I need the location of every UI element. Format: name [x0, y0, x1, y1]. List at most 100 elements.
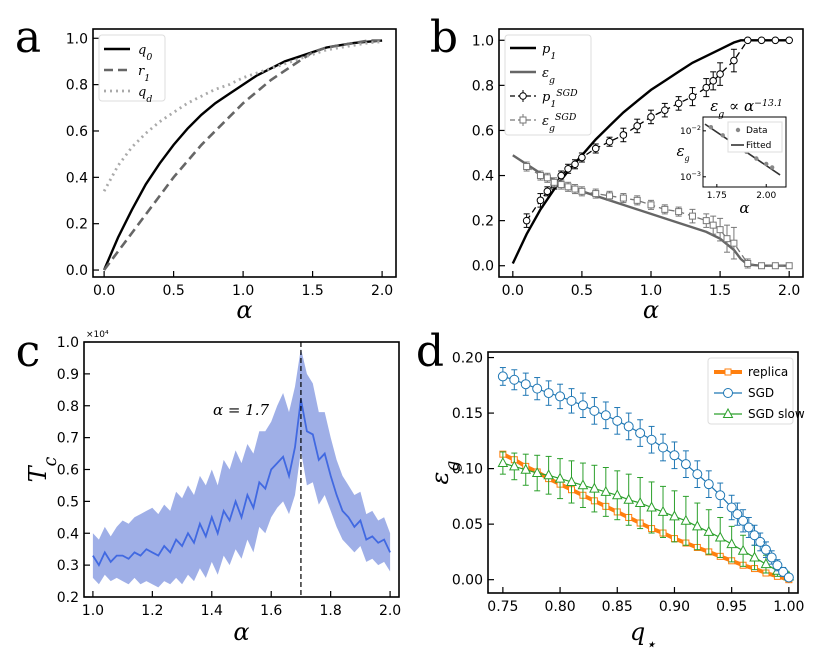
panel-c-mean-line: [92, 399, 391, 567]
panel-b-point: [543, 174, 551, 182]
panel-b-point: [730, 56, 738, 65]
panel-d-point: [589, 482, 600, 493]
panel-c-xlabel: α: [233, 618, 249, 646]
panel-b-inset-xlabel: α: [739, 199, 749, 217]
panel-a-ytick-label: 0.4: [66, 170, 88, 186]
panel-c-xtick-label: 1.6: [260, 603, 282, 619]
panel-d-point: [703, 525, 715, 536]
panel-b-point: [661, 106, 669, 114]
panel-a-ytick-label: 0.2: [66, 217, 88, 233]
panel-d-point: [680, 459, 691, 470]
panel-d-point: [760, 558, 772, 569]
panel-d-point: [555, 391, 566, 402]
panel-c-xtick-label: 1.4: [201, 603, 223, 619]
panel-b-inset-legend-box: [727, 121, 783, 153]
panel-d-point: [669, 510, 680, 521]
panel-b-ytick-label: 0.2: [472, 214, 494, 230]
panel-b-legend-label: εgSGD: [542, 112, 577, 134]
panel-d-point: [669, 450, 680, 461]
panel-b-point: [619, 194, 627, 202]
panel-d-xtick-label: 1.00: [773, 599, 804, 615]
panel-b-legend-label: εg: [542, 66, 555, 86]
panel-a-ytick-label: 0.8: [66, 78, 88, 94]
panel-d-point: [738, 515, 749, 526]
panel-a-ytick-label: 1.0: [66, 31, 88, 47]
panel-a-legend-label: qd: [138, 85, 152, 105]
panel-d-legend-marker: [722, 407, 734, 418]
panel-b-point: [647, 201, 655, 209]
panel-d-legend-label: replica: [748, 365, 788, 379]
panel-b-point: [633, 122, 641, 130]
panel-d-point: [577, 479, 589, 490]
panel-b-inset-xtick-label: 1.75: [707, 191, 727, 201]
panel-b-inset-point: [708, 124, 714, 130]
panel-d-point: [532, 383, 543, 394]
panel-b-inset-point: [720, 133, 725, 138]
panel-b-legend-label: p1SGD: [542, 88, 578, 110]
panel-d-point: [566, 475, 577, 486]
panel-b-point: [523, 163, 531, 171]
panel-b-point: [785, 262, 793, 270]
panel-d-point: [634, 496, 646, 508]
panel-b-point: [564, 183, 572, 191]
panel-a-xtick-label: 1.5: [301, 283, 323, 299]
panel-b-point: [709, 77, 717, 85]
panel-d-point: [772, 560, 783, 571]
panel-d-xtick-label: 0.95: [716, 599, 747, 615]
panel-d-point: [520, 463, 532, 474]
panel-b-point: [730, 239, 738, 247]
panel-d-point: [783, 572, 794, 583]
panel-d-legend-label: SGD slow: [748, 407, 805, 421]
panel-b-inset-point: [769, 165, 775, 170]
panel-b-point: [716, 226, 724, 234]
panel-d-point: [600, 485, 612, 496]
panel-d-ytick-label: 0.20: [452, 351, 483, 367]
panel-b-xtick-label: 1.5: [709, 283, 731, 299]
panel-b-inset-legend-data: Data: [746, 126, 768, 136]
panel-d-frame: [487, 351, 799, 594]
panel-b-point: [723, 235, 731, 243]
panel-b-inset-point: [764, 161, 769, 167]
panel-d-point: [531, 466, 543, 478]
panel-d-point: [520, 379, 531, 390]
panel-d-point: [497, 456, 509, 468]
panel-b-inset-point: [754, 156, 759, 161]
panel-b-point: [688, 212, 696, 220]
panel-d-point: [554, 472, 566, 483]
panel-d-xtick-label: 0.75: [487, 599, 518, 615]
panel-c-xtick-label: 2.0: [379, 603, 401, 619]
panel-b-legend-marker: [519, 116, 527, 124]
panel-b-legend-box: [504, 34, 592, 136]
panel-b-point: [633, 196, 641, 204]
panel-d-ytick-label: 0.10: [452, 462, 483, 478]
panel-b-ytick-label: 0.4: [472, 169, 494, 185]
panel-b-point: [592, 190, 600, 198]
panel-b-point: [702, 217, 710, 225]
panel-c-ytick-label: 0.2: [57, 590, 79, 606]
panel-a-frame: [92, 28, 397, 278]
panel-d-point: [543, 469, 554, 480]
panel-b-inset-ytick-label: 10−2: [680, 124, 701, 137]
panel-b-point: [709, 221, 717, 229]
panel-b-point: [785, 36, 793, 45]
panel-a-legend-label: q0: [138, 43, 152, 63]
panel-d-point: [766, 552, 777, 563]
panel-d-legend-marker: [723, 388, 733, 398]
panel-b-point: [771, 262, 779, 270]
panel-b-point: [536, 196, 545, 205]
panel-a-legend-box: [98, 34, 166, 102]
panel-a-letter: a: [15, 12, 41, 63]
panel-d-point: [703, 479, 714, 490]
panel-b-point: [702, 83, 711, 92]
panel-d-point: [646, 434, 657, 445]
panel-d-point: [737, 544, 749, 555]
panel-c-xtick-label: 1.8: [320, 603, 342, 619]
panel-d-point: [726, 502, 737, 513]
panel-c-ylabel: Tc: [24, 456, 61, 482]
panel-d-point: [589, 405, 600, 416]
panel-d-legend-marker: [724, 368, 732, 376]
panel-b-point: [571, 160, 579, 169]
panel-d-ylabel: εg: [426, 461, 463, 485]
panel-b-inset-ylabel: εg: [676, 142, 689, 163]
panel-b-point: [605, 137, 614, 146]
